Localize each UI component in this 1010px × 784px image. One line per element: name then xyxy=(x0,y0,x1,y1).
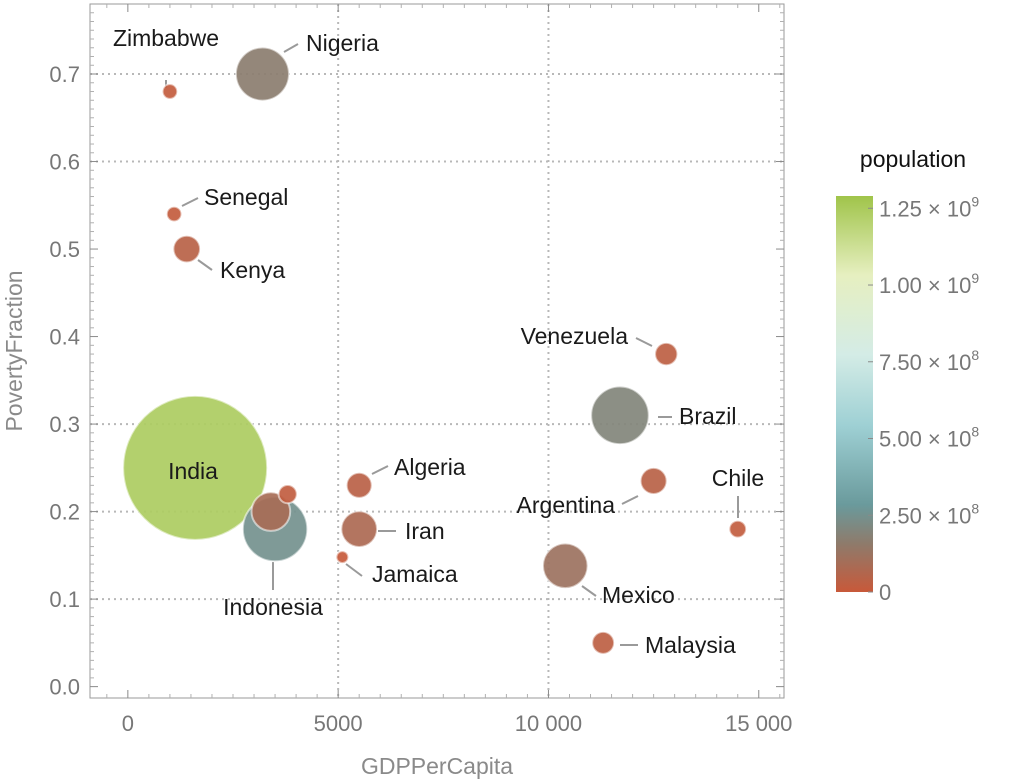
x-axis-title: GDPPerCapita xyxy=(361,753,513,779)
callout-argentina xyxy=(621,495,639,505)
label-indonesia: Indonesia xyxy=(223,594,323,620)
callout-senegal xyxy=(181,197,199,207)
label-mexico: Mexico xyxy=(602,582,675,608)
label-argentina: Argentina xyxy=(517,492,616,518)
label-brazil: Brazil xyxy=(679,403,737,429)
legend-tick-label: 7.50 × 108 xyxy=(879,347,979,375)
bubble-zimbabwe xyxy=(161,83,179,100)
y-tick-label: 0.4 xyxy=(49,325,80,350)
bubble-venezuela xyxy=(654,341,679,367)
bubbles xyxy=(122,46,748,655)
label-venezuela: Venezuela xyxy=(521,323,629,349)
axis-ticks: 0.0 0.1 0.2 0.3 0.4 0.5 0.6 0.7 0 5000 10 000 15 00… xyxy=(49,4,792,736)
label-nigeria: Nigeria xyxy=(306,30,379,56)
y-tick-label: 0.0 xyxy=(49,675,80,700)
label-senegal: Senegal xyxy=(204,184,288,210)
legend-tick-label: 2.50 × 108 xyxy=(879,500,979,528)
callout-algeria xyxy=(371,465,389,475)
x-tick-label: 10 000 xyxy=(515,711,582,736)
label-algeria: Algeria xyxy=(394,454,466,480)
callout-jamaica xyxy=(345,563,363,577)
bubble-unlabeled-16 xyxy=(250,491,292,532)
bubble-india xyxy=(122,394,269,541)
callout-mexico xyxy=(581,585,597,597)
y-tick-label: 0.5 xyxy=(49,237,80,262)
label-chile: Chile xyxy=(712,465,764,491)
label-malaysia: Malaysia xyxy=(645,632,736,658)
bubble-algeria xyxy=(345,471,373,499)
bubble-brazil xyxy=(590,385,650,446)
callout-venezuela xyxy=(635,337,653,347)
legend-ticks: 1.25 × 109 1.00 × 109 7.50 × 108 5.00 × 108… xyxy=(868,193,979,605)
bubble-mexico xyxy=(541,542,589,590)
x-tick-label: 5000 xyxy=(314,711,363,736)
plot-frame xyxy=(89,3,785,699)
y-tick-label: 0.7 xyxy=(49,62,80,87)
label-jamaica: Jamaica xyxy=(372,561,458,587)
y-tick-label: 0.6 xyxy=(49,150,80,175)
bubble-iran xyxy=(340,510,379,548)
label-zimbabwe: Zimbabwe xyxy=(113,25,219,51)
bubble-nigeria xyxy=(234,46,291,102)
legend-tick-label: 1.25 × 109 xyxy=(879,193,979,221)
label-kenya: Kenya xyxy=(220,257,285,283)
bubble-unlabeled-15 xyxy=(277,483,298,505)
legend-title: population xyxy=(860,146,966,172)
y-tick-label: 0.1 xyxy=(49,587,80,612)
bubble-chile xyxy=(728,519,748,539)
y-axis-title: PovertyFraction xyxy=(1,270,27,431)
y-tick-label: 0.3 xyxy=(49,412,80,437)
callout-nigeria xyxy=(283,43,299,53)
bubble-malaysia xyxy=(591,630,616,655)
label-india: India xyxy=(168,458,218,484)
bubble-kenya xyxy=(172,234,202,264)
bubble-argentina xyxy=(639,466,668,496)
label-iran: Iran xyxy=(405,518,445,544)
bubble-senegal xyxy=(165,205,183,223)
callout-kenya xyxy=(197,259,213,271)
legend-tick-label: 5.00 × 108 xyxy=(879,424,979,452)
legend-tick-label: 1.00 × 109 xyxy=(879,270,979,298)
x-tick-label: 15 000 xyxy=(725,711,792,736)
bubble-jamaica xyxy=(335,550,350,565)
x-tick-label: 0 xyxy=(122,711,134,736)
point-labels: Zimbabwe Nigeria Senegal Kenya Venezuela Braz… xyxy=(113,25,764,658)
legend-tick-label: 0 xyxy=(879,580,891,605)
y-tick-label: 0.2 xyxy=(49,500,80,525)
legend-color-bar xyxy=(836,196,873,592)
